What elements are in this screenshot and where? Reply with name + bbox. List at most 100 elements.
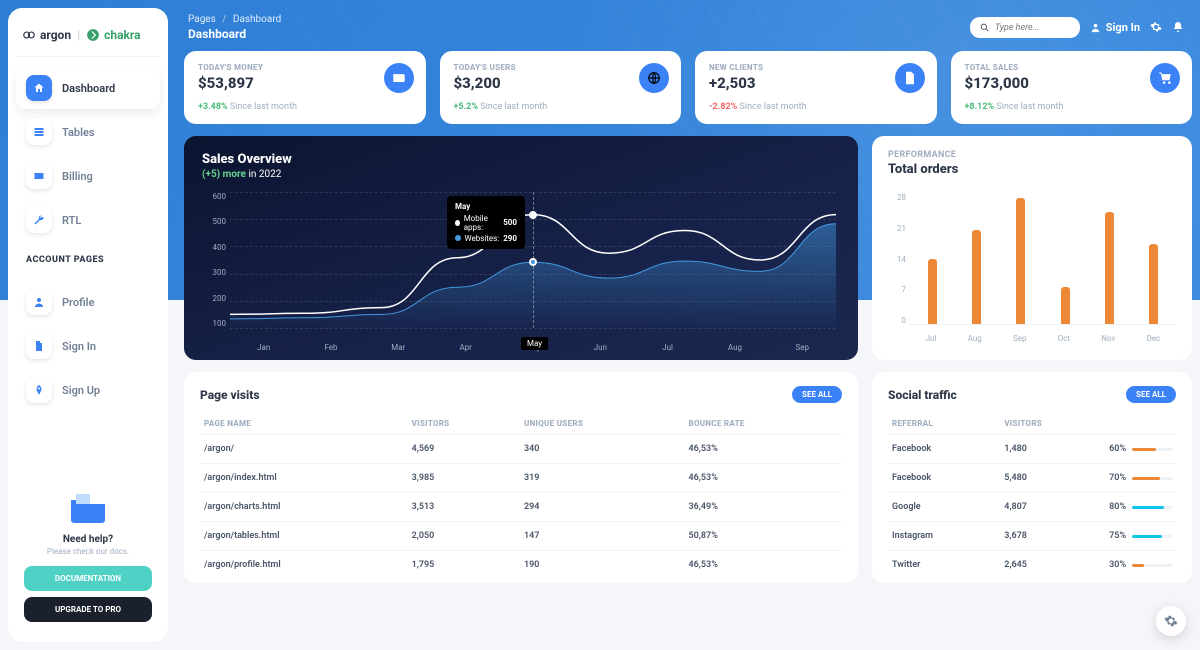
card-icon (26, 163, 52, 189)
cell: 70% (1105, 464, 1176, 493)
stat-card-1: TODAY'S USERS $3,200 +5.2% Since last mo… (440, 51, 682, 124)
sidebar-item-label: RTL (62, 214, 81, 227)
visits-col: PAGE NAME (200, 413, 408, 435)
help-sub: Please check our docs. (20, 547, 156, 556)
stat-label: NEW CLIENTS (709, 63, 923, 72)
table-row[interactable]: Facebook 1,480 60% (888, 435, 1176, 464)
cell: 46,53% (685, 551, 842, 580)
social-table: REFERRALVISITORS Facebook 1,480 60% Face… (888, 413, 1176, 579)
stat-delta: +3.48% Since last month (198, 102, 412, 112)
signin-link[interactable]: Sign In (1090, 21, 1140, 34)
table-row[interactable]: /argon/profile.html1,79519046,53% (200, 551, 842, 580)
tables-row: Page visits SEE ALL PAGE NAMEVISITORSUNI… (184, 372, 1192, 583)
cell: 46,53% (685, 435, 842, 464)
sidebar-item-sign in[interactable]: Sign In (16, 325, 160, 367)
social-see-all-button[interactable]: SEE ALL (1126, 386, 1176, 403)
stat-value: $173,000 (965, 74, 1179, 92)
perf-bar (1016, 198, 1025, 324)
table-row[interactable]: Google 4,807 80% (888, 493, 1176, 522)
globe-icon (639, 63, 669, 93)
perf-bar (972, 230, 981, 324)
x-tick: Aug (701, 343, 768, 352)
perf-label: PERFORMANCE (888, 150, 1176, 160)
chakra-icon (86, 28, 100, 42)
visits-col: VISITORS (408, 413, 520, 435)
perf-bar (1061, 287, 1070, 324)
cell: 3,985 (408, 464, 520, 493)
stat-card-3: TOTAL SALES $173,000 +8.12% Since last m… (951, 51, 1193, 124)
signin-text: Sign In (1106, 21, 1140, 34)
settings-icon[interactable] (1150, 18, 1162, 37)
cell: 4,807 (1000, 493, 1105, 522)
cell: 75% (1105, 522, 1176, 551)
x-tick: Apr (432, 343, 499, 352)
y-tick: 400 (202, 243, 226, 252)
documentation-button[interactable]: DOCUMENTATION (24, 566, 152, 591)
perf-title: Total orders (888, 162, 1176, 177)
perf-x-axis: JulAugSepOctNovDec (910, 334, 1176, 343)
sales-overview-card: Sales Overview (+5) more in 2022 6005004… (184, 136, 858, 360)
sidebar-item-tables[interactable]: Tables (16, 111, 160, 153)
sidebar-item-rtl[interactable]: RTL (16, 199, 160, 241)
search-input[interactable] (995, 23, 1070, 33)
social-traffic-card: Social traffic SEE ALL REFERRALVISITORS … (872, 372, 1192, 583)
stat-value: $53,897 (198, 74, 412, 92)
cell: 319 (520, 464, 685, 493)
doc-icon (26, 333, 52, 359)
y-tick: 600 (202, 192, 226, 201)
table-row[interactable]: /argon/index.html3,98531946,53% (200, 464, 842, 493)
upgrade-button[interactable]: UPGRADE TO PRO (24, 597, 152, 622)
perf-bars (910, 193, 1176, 325)
cell: Google (888, 493, 1000, 522)
sales-chart: 600500400300200100 JanFebMarAprMayJunJul… (202, 192, 840, 352)
cell: /argon/index.html (200, 464, 408, 493)
social-col: REFERRAL (888, 413, 1000, 435)
brand-argon-text: argon (40, 28, 71, 42)
account-heading: ACCOUNT PAGES (16, 241, 160, 271)
search-box[interactable] (970, 17, 1080, 38)
sidebar-item-dashboard[interactable]: Dashboard (16, 67, 160, 109)
cell: Facebook (888, 435, 1000, 464)
table-row[interactable]: Twitter 2,645 30% (888, 551, 1176, 580)
sidebar-item-profile[interactable]: Profile (16, 281, 160, 323)
sidebar-item-billing[interactable]: Billing (16, 155, 160, 197)
stat-value: +2,503 (709, 74, 923, 92)
y-tick: 300 (202, 268, 226, 277)
visits-see-all-button[interactable]: SEE ALL (792, 386, 842, 403)
help-title: Need help? (20, 534, 156, 545)
table-row[interactable]: /argon/tables.html2,05014750,87% (200, 522, 842, 551)
perf-y-tick: 28 (888, 193, 906, 202)
sidebar-item-sign up[interactable]: Sign Up (16, 369, 160, 411)
wallet-icon (384, 63, 414, 93)
cell: 3,513 (408, 493, 520, 522)
stat-label: TOTAL SALES (965, 63, 1179, 72)
breadcrumb-parent[interactable]: Pages (188, 14, 216, 25)
sales-sub-rest: in 2022 (246, 169, 281, 180)
cell: Facebook (888, 464, 1000, 493)
sidebar-item-label: Profile (62, 296, 94, 309)
stat-delta: +8.12% Since last month (965, 102, 1179, 112)
doc-icon (895, 63, 925, 93)
x-tick: Jan (230, 343, 297, 352)
visits-col: UNIQUE USERS (520, 413, 685, 435)
cell: 2,645 (1000, 551, 1105, 580)
stat-label: TODAY'S MONEY (198, 63, 412, 72)
top-right: Sign In (970, 17, 1184, 38)
floating-settings-button[interactable] (1156, 606, 1186, 636)
table-row[interactable]: /argon/charts.html3,51329436,49% (200, 493, 842, 522)
sidebar-item-label: Sign In (62, 340, 96, 353)
sales-sub-green: (+5) more (202, 169, 246, 180)
table-row[interactable]: Instagram 3,678 75% (888, 522, 1176, 551)
bell-icon[interactable] (1172, 18, 1184, 37)
cell: /argon/charts.html (200, 493, 408, 522)
cell: 50,87% (685, 522, 842, 551)
table-row[interactable]: Facebook 5,480 70% (888, 464, 1176, 493)
tooltip-mobile-label: Mobile apps: (464, 214, 500, 232)
stat-label: TODAY'S USERS (454, 63, 668, 72)
nav-main: Dashboard Tables Billing RTL (16, 67, 160, 241)
x-tick: Jun (567, 343, 634, 352)
social-title: Social traffic (888, 388, 957, 402)
table-row[interactable]: /argon/4,56934046,53% (200, 435, 842, 464)
cell: 80% (1105, 493, 1176, 522)
main: Pages / Dashboard Dashboard Sign In (184, 8, 1192, 642)
